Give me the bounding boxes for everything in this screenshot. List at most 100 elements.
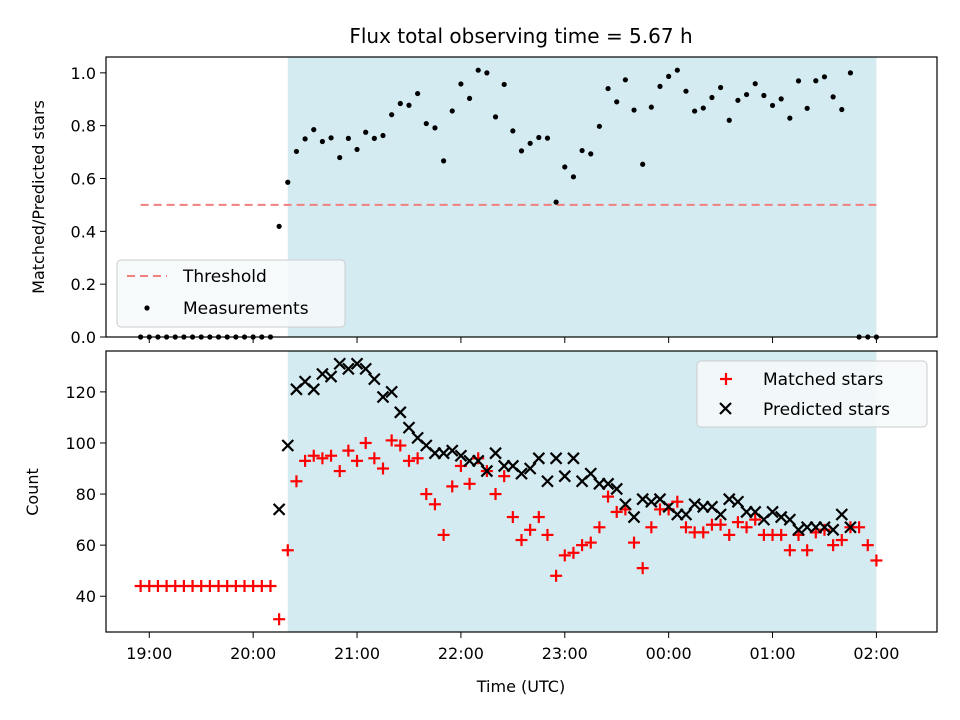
matched-point — [827, 539, 840, 552]
measurement-point — [302, 136, 308, 142]
bottom-y-tick-label: 40 — [76, 587, 96, 606]
predicted-point — [532, 452, 546, 465]
predicted-point — [376, 390, 390, 404]
matched-point — [333, 465, 346, 478]
measurement-point — [475, 67, 481, 73]
measurement-point — [518, 148, 525, 154]
matched-point — [325, 449, 338, 462]
top-shaded-interval — [287, 57, 877, 337]
legend-measurements-label: Measurements — [183, 299, 309, 319]
predicted-point — [471, 454, 485, 468]
matched-point — [307, 449, 320, 462]
measurement-point — [449, 108, 455, 114]
matched-point — [870, 554, 883, 567]
matched-point — [515, 534, 528, 547]
predicted-point — [766, 505, 779, 519]
predicted-point — [445, 444, 459, 457]
predicted-point — [636, 492, 649, 506]
measurement-point — [570, 174, 577, 180]
measurement-point — [380, 132, 386, 139]
x-tick-label: 19:00 — [126, 644, 172, 663]
matched-point — [299, 454, 312, 467]
predicted-point — [610, 482, 623, 496]
predicted-point — [480, 464, 494, 478]
top-legend: Threshold Measurements — [116, 259, 346, 328]
matched-point — [783, 544, 796, 557]
matched-point — [359, 436, 372, 449]
matched-point — [550, 569, 563, 582]
measurement-point — [709, 94, 715, 101]
matched-point — [801, 544, 814, 557]
measurement-point — [432, 125, 438, 131]
matched-point — [281, 544, 294, 557]
x-tick-label: 02:00 — [853, 644, 899, 663]
matched-point — [316, 452, 329, 465]
legend-predicted-label: Predicted stars — [763, 400, 890, 420]
measurement-point — [544, 135, 551, 141]
predicted-point — [844, 520, 857, 534]
predicted-point — [558, 469, 572, 483]
matched-point — [610, 505, 623, 518]
measurement-point — [717, 84, 724, 91]
bottom-panel: 19:00 20:00 21:00 22:00 23:00 00:00 01:00 02:00… — [23, 350, 938, 696]
matched-point — [489, 488, 502, 501]
matched-point — [290, 475, 303, 488]
predicted-point — [385, 385, 398, 399]
measurement-point — [371, 135, 377, 141]
predicted-point — [783, 513, 797, 526]
legend-matched-label: Matched stars — [763, 370, 883, 390]
predicted-point — [688, 497, 701, 511]
predicted-point — [316, 367, 329, 381]
predicted-point — [835, 508, 849, 521]
predicted-point — [454, 449, 468, 463]
bottom-y-tick-label: 120 — [65, 383, 96, 402]
matched-point — [775, 528, 788, 541]
predicted-point — [601, 477, 615, 491]
measurement-point — [588, 151, 594, 157]
measurement-point — [337, 154, 343, 161]
matched-point — [411, 452, 424, 465]
measurement-point — [761, 92, 767, 99]
matched-point — [377, 462, 389, 475]
predicted-point — [307, 383, 321, 396]
measurement-point — [821, 74, 828, 80]
matched-point — [506, 511, 519, 524]
bottom-y-tick-label: 60 — [76, 536, 96, 555]
measurement-point — [830, 94, 836, 100]
matched-point — [835, 534, 848, 547]
legend-predicted-swatch — [719, 402, 732, 415]
matched-point — [385, 434, 398, 447]
measurement-point — [813, 78, 819, 84]
measurement-point — [683, 88, 689, 94]
x-tick-label: 22:00 — [438, 644, 484, 663]
predicted-point — [515, 467, 528, 480]
measurement-point — [614, 99, 620, 105]
matched-point — [567, 546, 580, 559]
measurement-point — [466, 95, 473, 102]
matched-point — [628, 536, 641, 549]
predicted-point — [523, 462, 537, 475]
measurement-point — [605, 85, 611, 92]
predicted-point — [731, 495, 745, 508]
measurement-point — [752, 81, 758, 87]
predicted-point — [350, 357, 364, 371]
top-panel: 0.0 0.2 0.4 0.6 0.8 1.0 Matched/Predicted sta… — [29, 56, 938, 347]
matched-point — [714, 518, 727, 531]
top-plot-frame — [105, 56, 938, 338]
measurement-point — [631, 107, 637, 113]
matched-point — [498, 470, 511, 483]
top-y-tick-label: 0.4 — [71, 222, 96, 241]
predicted-point — [541, 475, 554, 488]
matched-point — [420, 488, 433, 501]
x-tick-label: 21:00 — [334, 644, 380, 663]
bottom-legend: Matched stars Predicted stars — [696, 360, 928, 428]
legend-measurements-swatch — [144, 305, 150, 311]
matched-point — [541, 528, 554, 541]
measurement-point — [596, 123, 603, 129]
measurement-point — [536, 134, 542, 141]
measurement-point — [553, 199, 559, 205]
matched-point — [749, 513, 762, 526]
matched-point — [394, 439, 407, 452]
x-axis-label: Time (UTC) — [476, 677, 565, 696]
matched-point — [463, 477, 476, 490]
